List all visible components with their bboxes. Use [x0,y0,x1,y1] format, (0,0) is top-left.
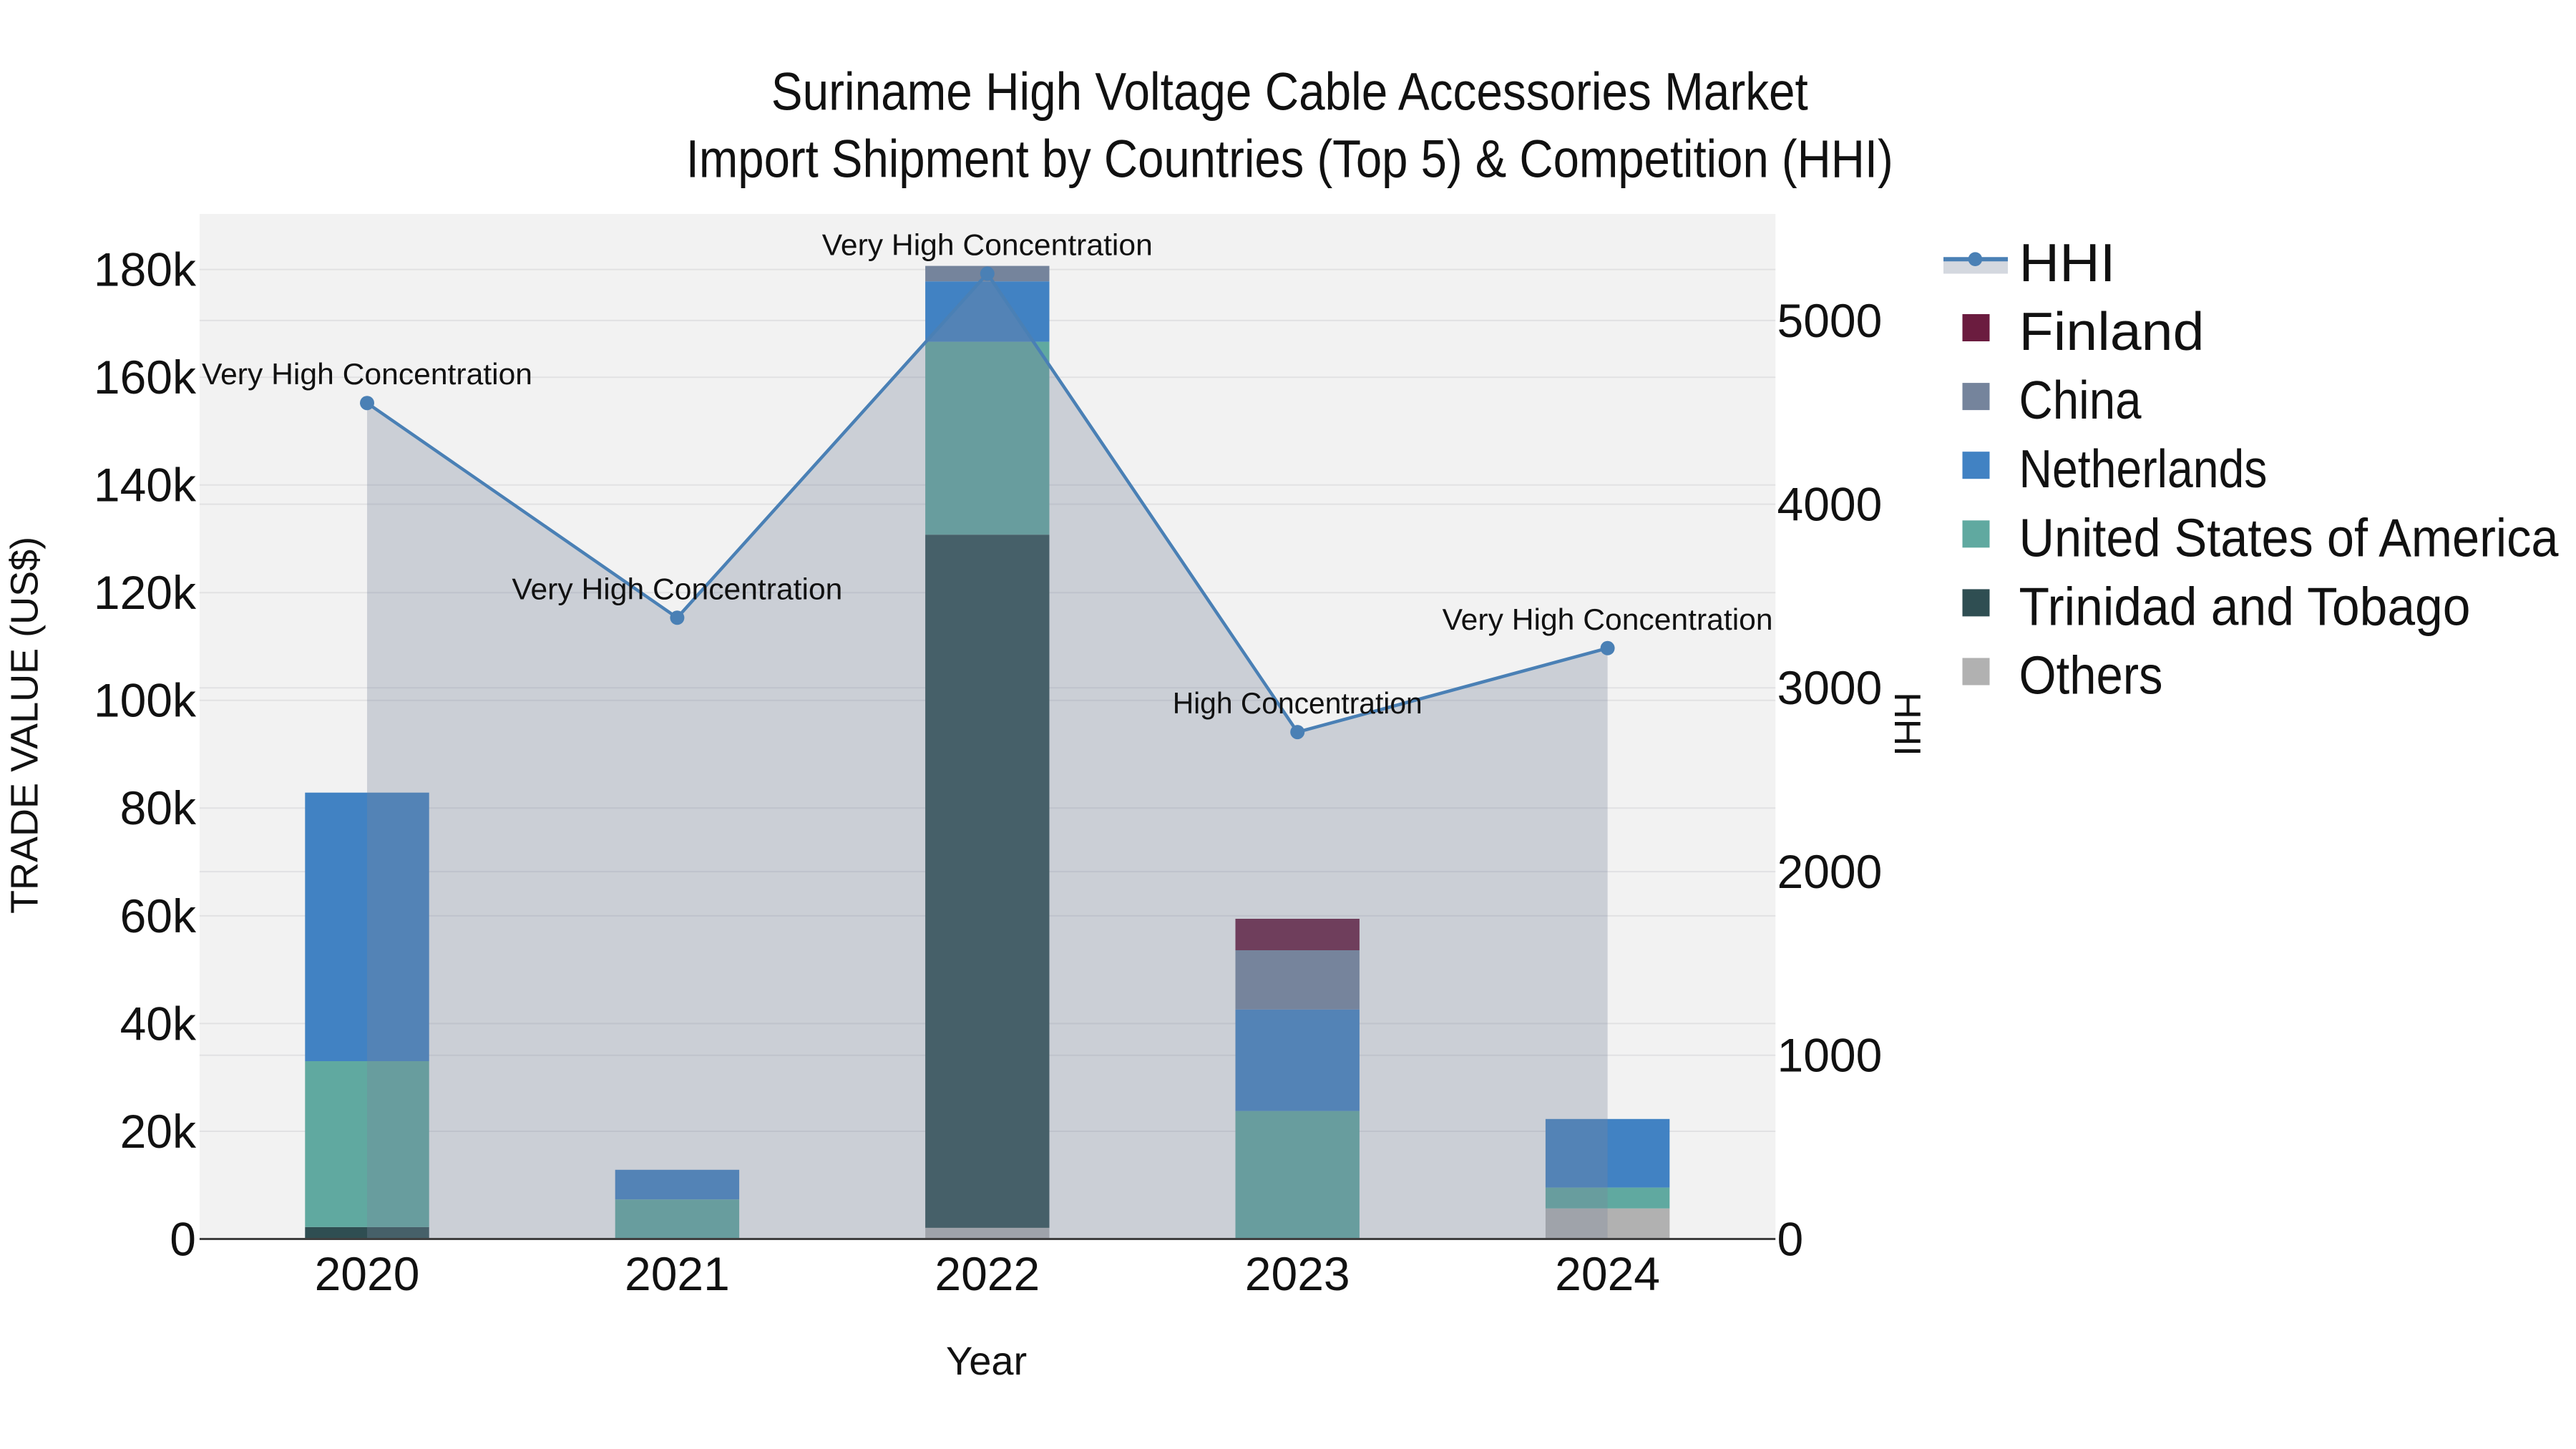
svg-text:HHI: HHI [2019,233,2116,293]
svg-text:Very High Concentration: Very High Concentration [202,357,532,391]
svg-text:5000: 5000 [1777,294,1883,347]
svg-text:Others: Others [2019,645,2163,706]
svg-text:2021: 2021 [625,1247,730,1300]
svg-text:Trinidad and Tobago: Trinidad and Tobago [2019,576,2471,636]
svg-text:Netherlands: Netherlands [2019,439,2268,499]
svg-text:100k: 100k [94,674,197,727]
svg-text:2022: 2022 [935,1247,1040,1300]
svg-text:2020: 2020 [315,1247,420,1300]
svg-text:1000: 1000 [1777,1029,1883,1082]
svg-text:Import Shipment by Countries (: Import Shipment by Countries (Top 5) & C… [686,130,1893,189]
svg-text:Very High Concentration: Very High Concentration [1443,602,1773,636]
svg-text:80k: 80k [120,781,197,834]
svg-text:Year: Year [946,1338,1027,1383]
svg-text:High Concentration: High Concentration [1173,686,1423,720]
svg-text:3000: 3000 [1777,661,1883,714]
svg-text:0: 0 [1777,1212,1804,1265]
svg-text:180k: 180k [94,243,197,296]
svg-text:2023: 2023 [1245,1247,1350,1300]
svg-text:Finland: Finland [2019,301,2205,361]
svg-text:160k: 160k [94,351,197,404]
svg-text:20k: 20k [120,1105,197,1158]
svg-text:United States of America: United States of America [2019,507,2559,567]
svg-text:2024: 2024 [1555,1247,1660,1300]
svg-text:Very High Concentration: Very High Concentration [512,572,842,605]
svg-text:Very High Concentration: Very High Concentration [822,228,1153,261]
svg-text:0: 0 [170,1212,196,1265]
svg-text:HHI: HHI [1886,692,1928,756]
svg-text:40k: 40k [120,997,197,1050]
svg-text:China: China [2019,370,2142,430]
svg-text:Suriname High Voltage Cable Ac: Suriname High Voltage Cable Accessories … [771,62,1808,122]
svg-text:4000: 4000 [1777,478,1883,531]
svg-text:60k: 60k [120,889,197,942]
svg-text:2000: 2000 [1777,845,1883,898]
svg-text:120k: 120k [94,566,197,619]
svg-text:140k: 140k [94,459,197,512]
svg-text:TRADE VALUE (US$): TRADE VALUE (US$) [4,537,47,914]
